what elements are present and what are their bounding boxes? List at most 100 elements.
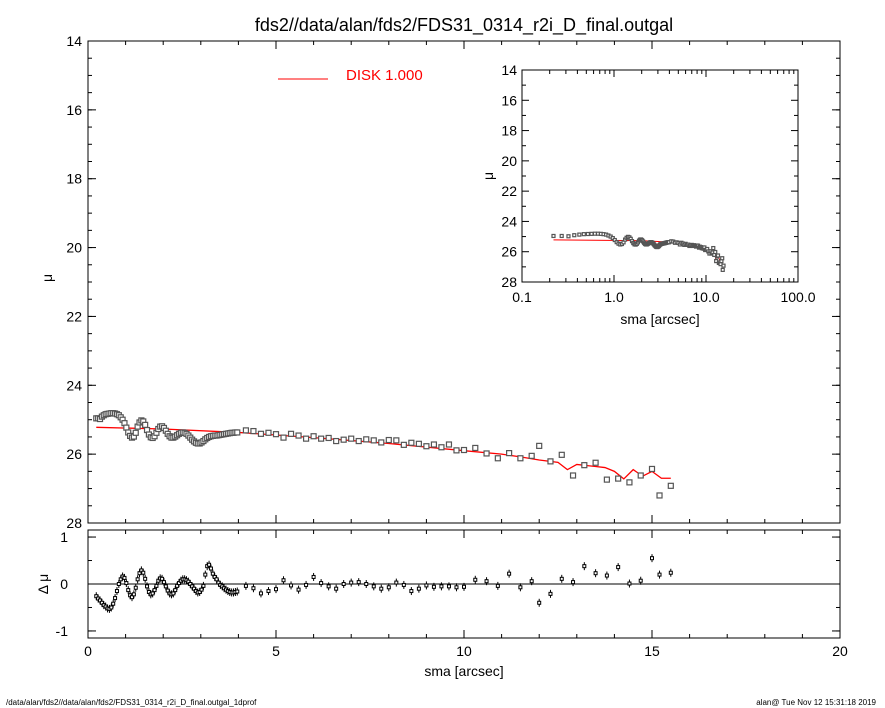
profile-data-point [257,430,265,437]
residual-point [559,576,564,581]
profile-y-tick-label: 16 [66,102,82,118]
inset-x-tick-label: 10.0 [692,289,719,305]
residual-point [143,576,148,581]
inset-data-point [589,231,594,236]
inset-x-tick-label: 0.1 [512,289,532,305]
profile-data-point [569,472,577,479]
residual-point [152,588,157,593]
residual-point [604,573,609,578]
profile-data-point [626,479,633,486]
residual-point [210,571,215,576]
profile-data-point [506,450,513,457]
residual-y-tick-label: -1 [56,623,69,639]
profile-marks [93,410,674,499]
inset-data-point [585,231,590,237]
residual-point [126,588,131,593]
inset-data-point [572,233,577,238]
inset-data-point [551,233,556,239]
residual-point [304,582,309,587]
residual-point [296,587,301,592]
residual-point [507,571,512,576]
residual-point [379,586,384,591]
profile-data-point [287,430,295,437]
residual-point [537,600,542,605]
profile-data-point [393,437,400,444]
profile-data-point [592,459,599,466]
profile-data-point [280,434,287,441]
profile-data-point [348,435,355,442]
profile-y-tick-label: 18 [66,171,82,187]
profile-data-point [536,442,543,449]
profile-data-point [242,427,250,434]
inset-marks [551,231,726,272]
profile-data-point [370,437,377,444]
footer-file-path: /data/alan/fds2//data/alan/fds2/FDS31_03… [6,698,257,707]
inset-y-tick-label: 22 [501,183,517,199]
residual-point [289,583,294,588]
profile-data-point [295,432,302,439]
profile-data-point [667,482,674,489]
profile-data-point [438,444,445,451]
profile-data-point [615,475,622,482]
residual-point [484,579,489,584]
profile-data-point [132,429,139,436]
residual-point [203,572,208,577]
inset-data-point [566,234,571,239]
residual-point [131,592,136,597]
profile-data-point [603,476,610,483]
inset-panel: 0.1 1.0 10.0 100.0 14 16 18 20 22 24 26 28 μ sma [a… [480,62,816,327]
residual-point [163,584,168,589]
inset-x-label: sma [arcsec] [620,311,699,327]
residual-point [548,591,553,596]
chart-title: fds2//data/alan/fds2/FDS31_0314_r2i_D_fi… [255,15,673,36]
profile-y-tick-label: 28 [66,515,82,531]
residual-point [171,591,176,596]
inset-y-tick-label: 18 [501,123,517,139]
profile-data-point [637,472,644,479]
residual-point [326,584,331,589]
residual-y-tick-label: 0 [60,576,68,592]
residual-point [243,583,248,588]
residual-point [409,589,414,594]
residual-y-tick-label: 1 [60,529,68,545]
profile-y-tick-label: 22 [66,308,82,324]
profile-data-point [363,436,370,443]
profile-data-point [310,433,317,440]
inset-data-point [559,233,564,239]
residual-point [668,570,673,575]
residual-point [627,581,632,586]
residual-point [371,584,376,589]
profile-data-point [325,434,332,442]
inset-y-tick-label: 28 [501,274,517,290]
profile-data-point [460,446,468,454]
legend: DISK 1.000 [278,67,423,84]
profile-data-point [340,436,347,443]
legend-label: DISK 1.000 [346,67,423,84]
profile-data-point [430,441,438,448]
profile-data-point [302,435,310,442]
residual-point [311,574,316,579]
residual-point [201,583,206,588]
residual-point [462,584,466,589]
residual-point [161,580,166,585]
residual-point [386,585,391,590]
profile-ticks: 14 16 18 20 22 24 26 28 [66,33,841,531]
profile-data-point [494,455,501,462]
residual-point [319,581,324,586]
residual-point [141,570,146,575]
residual-point [114,589,119,594]
inset-data-point [713,249,718,255]
residual-point [116,582,121,586]
residual-point [173,588,178,593]
profile-data-point [142,421,149,428]
residual-point [431,584,436,589]
inset-ticks: 0.1 1.0 10.0 100.0 14 16 18 20 22 24 26 28 [501,62,815,305]
residual-point [356,580,361,585]
residual-point [473,577,478,582]
residual-point [274,587,278,592]
residual-point [638,578,643,583]
profile-y-tick-label: 24 [66,377,82,393]
profile-y-tick-label: 26 [66,446,82,462]
inset-y-tick-label: 16 [501,92,517,108]
